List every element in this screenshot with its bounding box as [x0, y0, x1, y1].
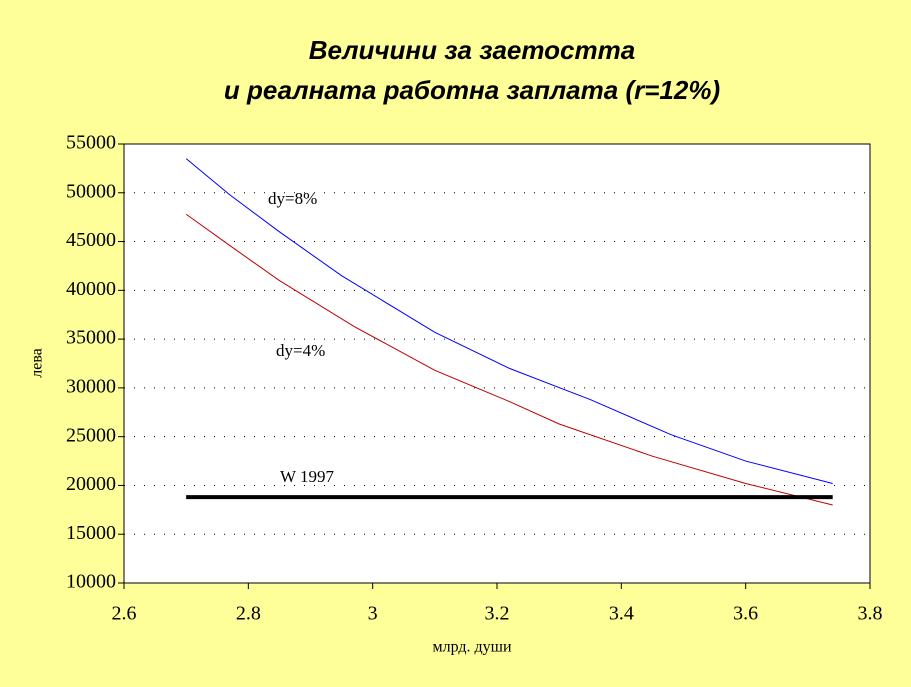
y-tick-label: 10000 [66, 571, 116, 593]
y-tick-label: 45000 [66, 229, 116, 251]
y-tick-label: 55000 [66, 132, 116, 154]
x-tick-label: 3.6 [733, 603, 758, 625]
plot-area [124, 144, 870, 583]
series-line [185, 213, 833, 506]
x-tick-label: 2.8 [236, 603, 261, 625]
plot-border [123, 143, 871, 584]
series-annotation: W 1997 [280, 467, 334, 486]
y-tick-label: 15000 [66, 522, 116, 544]
y-tick-label: 50000 [66, 180, 116, 202]
y-tick-label: 25000 [66, 424, 116, 446]
y-tick-label: 30000 [66, 375, 116, 397]
x-tick-label: 2.6 [112, 603, 137, 625]
x-tick-label: 3.4 [609, 603, 634, 625]
chart-title: Величини за заетостта [309, 35, 635, 65]
series-annotation: dy=8% [268, 189, 317, 208]
y-tick-label: 35000 [66, 327, 116, 349]
x-axis-label: млрд. души [432, 639, 512, 656]
y-tick-label: 40000 [66, 278, 116, 300]
y-tick-label: 20000 [66, 473, 116, 495]
series-line [185, 158, 833, 484]
x-tick-label: 3.8 [858, 603, 883, 625]
chart-title: и реалната работна заплата (r=12%) [224, 75, 720, 105]
x-tick-label: 3 [368, 603, 378, 625]
x-tick-label: 3.2 [485, 603, 510, 625]
series-annotation: dy=4% [276, 341, 325, 360]
y-axis-label: лева [29, 348, 46, 378]
